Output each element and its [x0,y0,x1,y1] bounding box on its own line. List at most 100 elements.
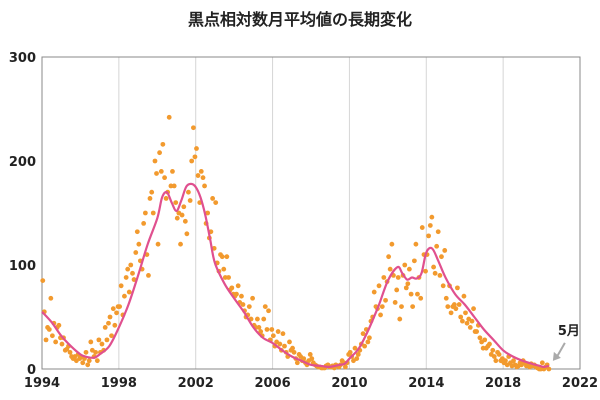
data-point [448,310,454,316]
data-point [280,331,286,337]
y-tick-labels: 0 100 200 300 [9,51,36,378]
data-point [282,343,287,349]
data-point [219,254,225,260]
data-point [395,275,401,280]
data-point [154,171,159,176]
data-point [205,210,211,216]
data-point [112,322,118,328]
data-point [200,175,206,181]
annotation: 5月 [552,324,580,361]
x-tick-label: 2022 [562,376,598,391]
data-point [301,356,307,361]
data-point [371,289,377,295]
data-point [442,248,448,253]
y-tick-label: 200 [9,155,36,170]
data-point [496,352,502,357]
data-point [471,306,476,312]
data-point [266,308,271,314]
data-point [59,341,65,347]
data-point [96,337,102,343]
data-point [261,316,267,322]
data-point [226,275,231,280]
data-point [173,200,179,206]
data-point [491,354,497,359]
data-point [234,291,239,297]
data-point [147,196,153,201]
y-tick-label: 100 [9,259,36,274]
chart-title: 黒点相対数月平均値の長期変化 [188,10,412,29]
data-point [392,300,398,305]
data-point [40,278,46,283]
data-point [277,341,283,347]
data-point [118,283,124,289]
data-point [309,356,315,361]
data-point [99,341,105,347]
data-point [53,339,59,345]
data-point [411,258,417,264]
x-tick-label: 2002 [178,376,214,391]
data-point [149,189,155,195]
data-point [451,302,457,307]
data-point [493,358,499,364]
annotation-arrow [556,342,566,358]
data-point [246,304,252,309]
data-point [426,233,431,239]
data-point [383,297,388,303]
data-point [43,337,49,343]
data-point [352,345,358,351]
data-point [431,264,436,270]
data-point [163,196,169,201]
data-point [456,302,462,307]
data-point [80,360,86,366]
data-point [410,304,416,309]
data-point [191,125,196,131]
data-point [240,302,246,307]
data-point [189,158,195,164]
data-point [171,183,177,189]
plot-frame [41,56,581,370]
data-point [133,250,139,255]
data-point [109,333,114,339]
data-point [287,339,292,345]
data-point [146,273,151,278]
data-point [455,285,460,291]
data-point [432,270,438,276]
data-point [291,349,297,355]
data-point [294,360,300,366]
data-point [125,266,131,272]
data-point [224,254,230,260]
data-point [367,335,372,341]
data-point [162,175,167,181]
data-point [406,266,412,272]
y-tick-label: 0 [27,363,36,378]
data-point [389,241,395,247]
data-point [427,223,433,228]
data-point [408,291,414,297]
x-tick-label: 2006 [254,376,290,391]
data-point [360,331,366,337]
data-point [415,291,420,297]
data-point [365,339,371,345]
data-point [270,333,276,339]
data-point [110,306,116,312]
data-point [418,295,424,301]
data-point [399,304,404,309]
annotation-label: 5月 [558,324,580,339]
data-point [413,241,419,247]
data-point [166,114,172,120]
data-point [461,293,467,299]
data-point [174,215,180,221]
data-point [128,262,134,268]
data-point [250,295,255,301]
data-point [440,283,446,289]
data-point [157,150,162,156]
data-point [104,337,110,343]
x-tick-label: 1994 [24,376,60,391]
data-point [503,358,508,364]
data-point [184,231,190,237]
data-point [482,337,488,343]
data-point [141,221,147,226]
data-point [464,320,470,326]
data-point [467,325,473,330]
data-point [402,262,408,268]
